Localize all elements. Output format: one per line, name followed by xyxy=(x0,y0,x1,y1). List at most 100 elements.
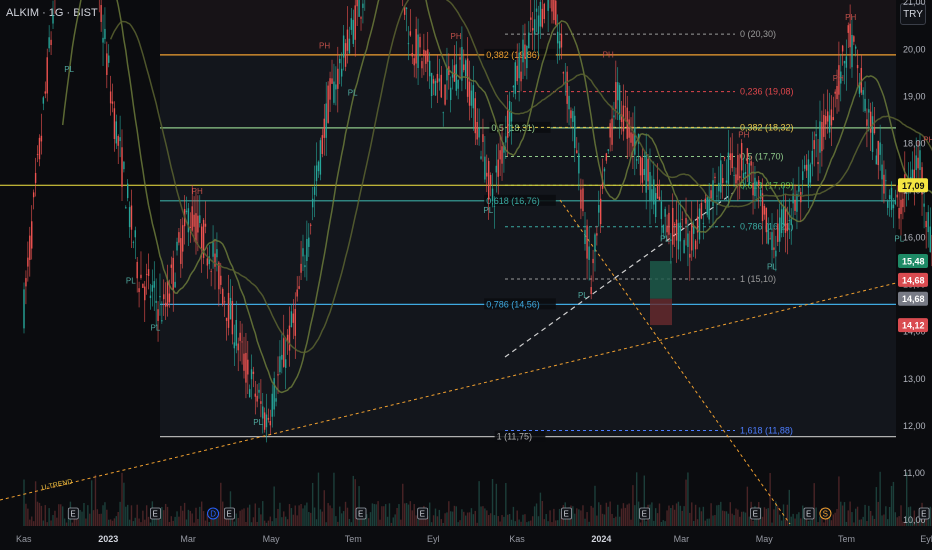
time-tick: Mar xyxy=(674,534,690,544)
volume-bar xyxy=(176,511,178,526)
volume-bar xyxy=(618,516,621,526)
volume-bar xyxy=(92,510,95,526)
volume-bar xyxy=(52,515,54,526)
volume-bar xyxy=(634,505,636,526)
candle-body xyxy=(654,193,657,218)
volume-bar xyxy=(222,501,224,526)
candle-body xyxy=(836,85,838,100)
volume-bar xyxy=(672,505,674,526)
earnings-marker[interactable] xyxy=(750,507,761,520)
candle-body xyxy=(247,359,249,375)
pivot-label: PH xyxy=(923,135,932,144)
candle-body xyxy=(134,230,136,238)
candle-body xyxy=(260,401,262,404)
volume-bar xyxy=(286,519,289,526)
volume-bar xyxy=(60,504,62,526)
candle-body xyxy=(463,64,465,71)
volume-bar xyxy=(170,516,173,526)
candle-body xyxy=(430,72,433,97)
candle-body xyxy=(499,150,501,160)
volume-bar xyxy=(708,518,710,526)
volume-bar xyxy=(210,518,212,526)
volume-bar xyxy=(138,518,140,526)
pivot-label: PL xyxy=(767,263,777,272)
candle-body xyxy=(645,152,647,193)
price-tick: 13,00 xyxy=(903,374,926,384)
candle-body xyxy=(555,0,557,25)
volume-bar xyxy=(871,515,874,526)
volume-bar xyxy=(239,510,241,526)
candle-body xyxy=(518,52,520,79)
volume-bar xyxy=(720,501,722,526)
earnings-marker[interactable] xyxy=(224,507,235,520)
volume-bar xyxy=(42,520,45,526)
candle-body xyxy=(809,164,812,183)
earnings-marker-text: E xyxy=(564,510,569,519)
uptrend-line xyxy=(0,282,897,501)
price-badge xyxy=(898,254,928,269)
volume-bar xyxy=(260,514,262,526)
candle-body xyxy=(658,196,661,201)
candle-body xyxy=(279,356,281,373)
candle-body xyxy=(342,35,345,58)
candle-body xyxy=(653,179,655,205)
symbol-title[interactable]: ALKIM · 1G · BIST xyxy=(6,7,98,19)
volume-bar xyxy=(350,522,353,526)
currency-button[interactable]: TRY xyxy=(900,3,926,25)
volume-bar xyxy=(100,513,102,526)
candle-body xyxy=(651,189,653,201)
volume-bar xyxy=(25,503,27,526)
volume-bar xyxy=(727,513,730,526)
candle-body xyxy=(488,160,490,200)
candle-body xyxy=(241,341,243,343)
candle-body xyxy=(769,238,771,240)
earnings-marker[interactable] xyxy=(918,507,930,520)
downtrend-line xyxy=(559,199,791,525)
dividend-marker[interactable] xyxy=(207,507,220,520)
price-badge xyxy=(898,178,928,193)
candle-body xyxy=(900,199,902,215)
candle-body xyxy=(516,65,518,82)
volume-bar xyxy=(499,521,501,526)
earnings-marker[interactable] xyxy=(150,507,161,520)
candle-body xyxy=(476,121,478,140)
candle-body xyxy=(323,118,325,138)
candle-body xyxy=(898,208,900,219)
earnings-marker-text: E xyxy=(70,510,75,519)
candle-body xyxy=(670,239,672,241)
candle-body xyxy=(556,31,559,44)
candle-body xyxy=(740,143,743,171)
volume-bar xyxy=(480,506,482,526)
volume-bar xyxy=(626,504,628,526)
candle-body xyxy=(223,301,226,303)
volume-bar xyxy=(267,520,270,526)
earnings-marker[interactable] xyxy=(561,507,572,520)
volume-bar xyxy=(819,516,821,526)
volume-bar xyxy=(683,506,685,526)
volume-bar xyxy=(630,519,632,526)
volume-bar xyxy=(415,515,417,526)
price-badge-text: 15,48 xyxy=(902,257,925,267)
earnings-marker[interactable] xyxy=(355,507,367,520)
volume-bar xyxy=(491,479,494,526)
split-marker[interactable] xyxy=(819,507,832,520)
candle-body xyxy=(911,169,914,186)
volume-bar xyxy=(464,515,467,526)
candle-body xyxy=(866,119,868,126)
earnings-marker[interactable] xyxy=(417,507,429,520)
candle-body xyxy=(252,371,255,374)
candle-body xyxy=(723,157,726,159)
candle-body xyxy=(856,65,859,69)
volume-bar xyxy=(140,522,142,526)
candle-body xyxy=(698,208,701,240)
earnings-marker[interactable] xyxy=(67,507,79,520)
candle-body xyxy=(468,81,471,106)
volume-bar xyxy=(888,506,891,526)
candle-body xyxy=(786,223,789,232)
earnings-marker[interactable] xyxy=(803,507,815,520)
earnings-marker[interactable] xyxy=(639,507,651,520)
volume-bar xyxy=(843,502,846,526)
candle-body xyxy=(843,60,846,64)
volume-bar xyxy=(220,482,222,526)
